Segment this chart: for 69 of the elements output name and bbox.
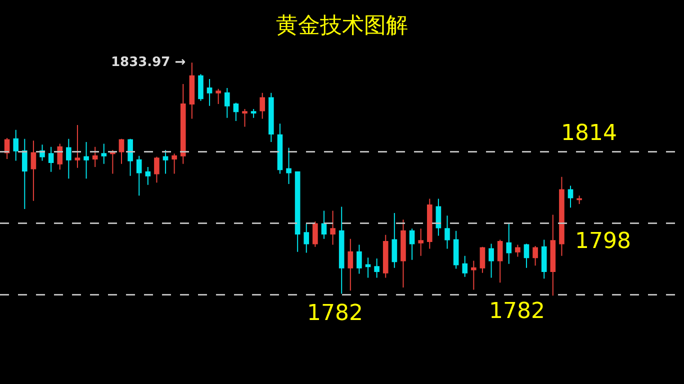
candlestick [497, 239, 503, 284]
candlestick [250, 108, 256, 118]
candlestick [356, 244, 362, 274]
candlestick [312, 220, 318, 248]
candlestick [224, 87, 230, 118]
candlestick [180, 83, 186, 164]
candlestick [576, 195, 582, 205]
candlestick [30, 140, 36, 202]
candlestick [84, 141, 89, 180]
candlestick [524, 243, 530, 268]
candlestick [136, 155, 142, 196]
candlestick [515, 244, 520, 258]
candlestick [330, 210, 336, 246]
candlestick [172, 153, 177, 174]
candlestick [57, 143, 63, 170]
candlestick [233, 102, 239, 122]
text: 黄金技术图解 [276, 14, 408, 39]
candlestick [426, 198, 432, 250]
candlestick [365, 257, 371, 278]
candlestick [145, 166, 151, 186]
candlestick [294, 171, 300, 252]
candlestick [66, 138, 72, 180]
candlestick [436, 198, 442, 236]
candlestick [118, 138, 124, 164]
candlestick [304, 223, 310, 254]
candlestick [392, 212, 398, 268]
candlestick [453, 230, 459, 270]
candlestick [382, 234, 388, 278]
candlestick [444, 215, 450, 250]
candlestick [418, 228, 424, 256]
candlestick [568, 185, 574, 208]
candlestick [409, 228, 415, 260]
candlestick [374, 258, 380, 278]
candlestick [101, 143, 107, 164]
candlestick [128, 138, 133, 176]
candlestick [471, 260, 476, 290]
candlestick [400, 219, 406, 288]
candlestick [162, 150, 168, 174]
candlestick [286, 147, 292, 184]
candlestick [74, 124, 80, 168]
candlestick [22, 138, 28, 210]
candlestick [488, 243, 494, 278]
candlestick [189, 62, 195, 120]
candlestick [268, 92, 274, 142]
candlestick [462, 255, 468, 278]
ref-line-label: 1782 [307, 301, 363, 326]
candlestick [506, 223, 512, 264]
candlestick [260, 92, 266, 120]
candlestick [198, 74, 204, 102]
candlestick [13, 129, 18, 162]
annotation: 1833.97 → [111, 55, 186, 70]
ref-line-label: 1798 [575, 229, 631, 254]
candlestick [242, 108, 248, 128]
candlestick [338, 206, 344, 294]
candlestick [559, 176, 564, 256]
ref-line-label: 1814 [561, 121, 617, 146]
candlestick [348, 238, 354, 292]
candlestick [154, 156, 160, 184]
candlestick [48, 146, 54, 172]
candlestick [216, 88, 221, 105]
candlestick [92, 146, 98, 168]
candlestick [480, 246, 486, 274]
annotation: 1782 [489, 299, 545, 324]
candlestick [541, 239, 547, 280]
candlestick [206, 78, 212, 106]
candlestick [321, 210, 327, 240]
candlestick [532, 246, 538, 266]
candlestick [277, 123, 283, 174]
candlestick [550, 214, 556, 296]
